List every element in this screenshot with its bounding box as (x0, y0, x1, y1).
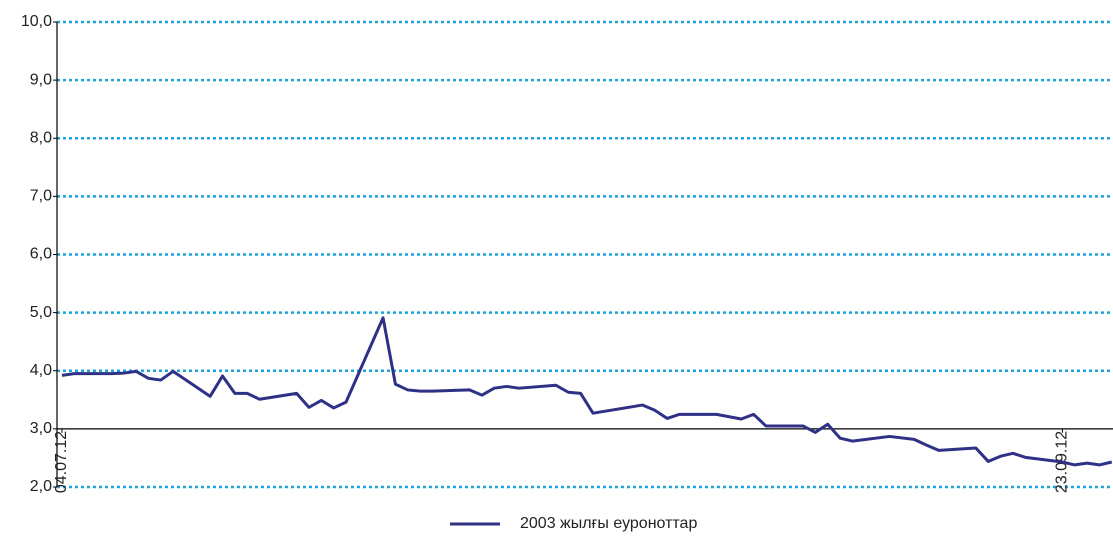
series-line (61, 316, 1113, 467)
y-tick-label: 6,0 (30, 246, 52, 263)
y-tick-label: 9,0 (30, 71, 52, 88)
y-tick-label: 3,0 (30, 420, 52, 437)
y-tick-label: 5,0 (30, 304, 52, 321)
y-tick-label: 8,0 (30, 129, 52, 146)
legend-label: 2003 жылғы еуроноттар (520, 515, 697, 532)
y-tick-label: 4,0 (30, 362, 52, 379)
y-tick-label: 10,0 (21, 13, 52, 30)
y-tick-label: 2,0 (30, 478, 52, 495)
x-tick-label: 04.07.12 (53, 431, 70, 493)
y-tick-label: 7,0 (30, 188, 52, 205)
